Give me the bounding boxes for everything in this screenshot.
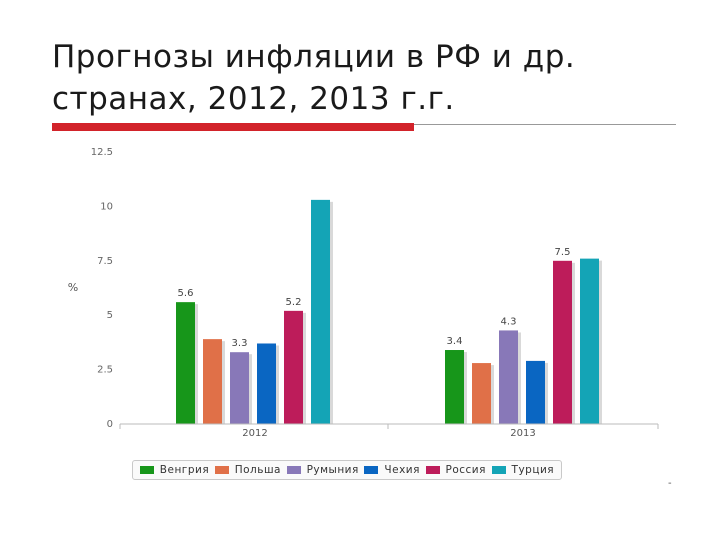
bar-shadow xyxy=(599,260,602,424)
bar xyxy=(499,330,518,424)
bar xyxy=(257,343,276,424)
legend-label: Россия xyxy=(445,464,486,476)
y-tick-label: 10 xyxy=(100,201,113,212)
data-label: 3.4 xyxy=(447,336,463,347)
title-underline-accent xyxy=(52,123,414,131)
legend-swatch xyxy=(425,466,440,474)
y-tick-label: 7.5 xyxy=(97,256,113,267)
y-tick-label: 12.5 xyxy=(91,147,113,158)
bar xyxy=(203,339,222,424)
bar-shadow xyxy=(195,304,198,424)
legend-swatch xyxy=(139,466,154,474)
bar-series xyxy=(176,199,602,424)
bar-shadow xyxy=(464,352,467,424)
legend-swatch xyxy=(364,466,379,474)
bar-shadow xyxy=(249,354,252,424)
bar-shadow xyxy=(518,332,521,424)
bar xyxy=(230,352,249,424)
y-axis-ticks: 0 2.5 5 7.5 10 12.5 xyxy=(91,147,113,430)
bar-shadow xyxy=(222,341,225,424)
data-label: 5.6 xyxy=(178,288,194,299)
data-label: 5.2 xyxy=(286,297,302,308)
bar xyxy=(445,350,464,424)
data-labels: 5.6 3.4 3.3 4.3 5.2 7.5 xyxy=(178,247,571,349)
legend-item[interactable]: Россия xyxy=(425,464,486,476)
y-axis-label: % xyxy=(68,281,78,294)
bar-shadow xyxy=(545,362,548,424)
data-label: 3.3 xyxy=(232,338,248,349)
bar-shadow xyxy=(276,345,279,424)
bar xyxy=(176,302,195,424)
y-tick-label: 2.5 xyxy=(97,365,113,376)
title-underline-rule xyxy=(414,124,676,125)
x-category-label: 2012 xyxy=(242,428,267,439)
chart-legend: Венгрия Польша Румыния Чехия Россия Турция xyxy=(132,460,562,480)
y-tick-label: 0 xyxy=(107,419,113,430)
legend-item[interactable]: Румыния xyxy=(286,464,359,476)
bar xyxy=(284,310,303,424)
legend-label: Польша xyxy=(234,464,281,476)
legend-item[interactable]: Чехия xyxy=(364,464,420,476)
bar xyxy=(311,199,330,424)
bar xyxy=(472,363,491,424)
bar-chart: 0 2.5 5 7.5 10 12.5 % 5.6 3.4 3.3 4.3 5.2 7.5 2012… xyxy=(68,147,659,439)
bar-shadow xyxy=(330,201,333,424)
legend-label: Чехия xyxy=(384,464,420,476)
legend-item[interactable]: Польша xyxy=(214,464,281,476)
bar xyxy=(526,360,545,424)
slide-title-line-2: странах, 2012, 2013 г.г. xyxy=(52,81,455,117)
slide-title: Прогнозы инфляции в РФ и др. странах, 20… xyxy=(52,36,692,120)
bar-shadow xyxy=(491,365,494,424)
legend-label: Румыния xyxy=(306,464,359,476)
bar-shadow xyxy=(572,262,575,424)
legend-swatch xyxy=(214,466,229,474)
x-axis-ticks: 2012 2013 xyxy=(119,424,659,439)
bar xyxy=(580,258,599,424)
x-category-label: 2013 xyxy=(510,428,535,439)
y-tick-label: 5 xyxy=(107,310,113,321)
legend-item[interactable]: Турция xyxy=(491,464,555,476)
legend-item[interactable]: Венгрия xyxy=(139,464,210,476)
legend-swatch xyxy=(491,466,506,474)
data-label: 7.5 xyxy=(555,247,571,258)
data-label: 4.3 xyxy=(501,316,517,327)
legend-swatch xyxy=(286,466,301,474)
bar xyxy=(553,260,572,424)
footer-dash: - xyxy=(668,478,672,489)
bar-shadow xyxy=(303,312,306,424)
legend-label: Венгрия xyxy=(159,464,210,476)
chart-area: 0 2.5 5 7.5 10 12.5 % 5.6 3.4 3.3 4.3 5.2 7.5 2012… xyxy=(49,138,670,492)
slide-title-line-1: Прогнозы инфляции в РФ и др. xyxy=(52,39,576,75)
legend-label: Турция xyxy=(511,464,555,476)
